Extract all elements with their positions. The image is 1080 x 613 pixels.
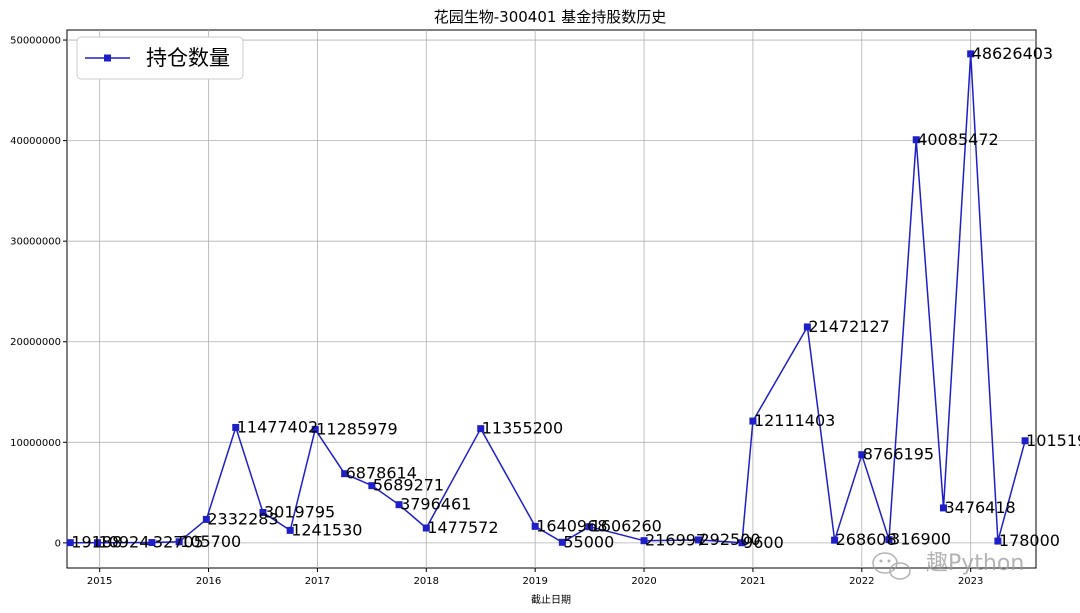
data-point: [286, 526, 294, 534]
data-point: [311, 425, 319, 433]
watermark-text: 趣Python: [926, 551, 1024, 576]
data-point: [93, 539, 101, 547]
data-label: 9600: [743, 533, 784, 552]
data-label: 105700: [180, 532, 241, 551]
x-tick-label: 2018: [414, 576, 439, 587]
data-label: 21472127: [808, 317, 889, 336]
y-tick-label: 10000000: [10, 438, 61, 449]
series-markers: [66, 50, 1029, 547]
watermark: 趣Python: [872, 551, 1024, 580]
data-point: [694, 536, 702, 544]
data-point: [858, 451, 866, 459]
y-tick-label: 20000000: [10, 337, 61, 348]
data-point: [66, 539, 74, 547]
data-point: [939, 504, 947, 512]
data-label: 1640968: [536, 516, 607, 535]
data-label: 216997: [645, 531, 706, 550]
x-tick-label: 2015: [87, 576, 112, 587]
x-tick-label: 2016: [196, 576, 221, 587]
data-label: 8766195: [863, 445, 934, 464]
data-point: [640, 537, 648, 545]
data-label: 292500: [699, 530, 760, 549]
data-point: [341, 470, 349, 478]
chart-title: 花园生物-300401 基金持股数历史: [434, 8, 666, 26]
data-point: [831, 536, 839, 544]
x-tick-label: 2020: [631, 576, 656, 587]
data-point: [803, 323, 811, 331]
data-label: 10924: [98, 533, 149, 552]
data-point: [558, 538, 566, 546]
x-axis-label: 截止日期: [531, 593, 571, 606]
data-point: [738, 539, 746, 547]
data-point: [994, 537, 1002, 545]
data-point: [368, 482, 376, 490]
series-line: [70, 53, 1026, 544]
grid-lines: [67, 30, 1036, 568]
y-tick-label: 40000000: [10, 136, 61, 147]
data-point: [395, 501, 403, 509]
data-label: 11477402: [237, 417, 318, 436]
data-label: 55000: [563, 532, 614, 551]
x-tick-label: 2022: [849, 576, 874, 587]
data-label: 40085472: [917, 130, 998, 149]
legend-marker-sample: [104, 54, 111, 62]
data-label: 316900: [890, 530, 951, 549]
data-label: 3476418: [944, 498, 1015, 517]
plot-area: [66, 29, 1037, 569]
data-point: [586, 523, 594, 531]
x-tick-label: 2017: [305, 576, 330, 587]
x-tick-label: 2019: [522, 576, 547, 587]
data-point: [259, 508, 267, 516]
data-label: 1606260: [591, 517, 662, 536]
data-point: [912, 136, 920, 144]
data-label: 48626403: [972, 44, 1053, 63]
x-axis: 2015 2016 2017 2018 2019 2020 2021 2022 2023: [87, 568, 983, 587]
y-tick-label: 50000000: [10, 36, 61, 47]
data-label: 11355200: [482, 419, 563, 438]
data-point: [202, 515, 210, 523]
legend: 持仓数量: [76, 36, 244, 80]
data-point: [967, 50, 975, 58]
x-tick-label: 2021: [740, 576, 765, 587]
data-label: 1477572: [427, 518, 498, 537]
legend-frame: [76, 36, 244, 80]
data-point: [477, 425, 485, 433]
legend-label: 持仓数量: [146, 46, 230, 70]
data-point: [749, 417, 757, 425]
data-point: [1021, 437, 1029, 445]
data-label: 268608: [836, 530, 897, 549]
data-point: [422, 524, 430, 532]
data-label: 10151980: [1026, 431, 1080, 450]
data-point: [175, 538, 183, 546]
data-point: [148, 539, 156, 547]
data-label: 5689271: [373, 476, 444, 495]
data-label: 3019795: [264, 502, 335, 521]
y-axis: 0 10000000 20000000 30000000 40000000 5000000…: [10, 36, 67, 549]
data-label: 12111403: [754, 411, 835, 430]
data-point: [531, 522, 539, 530]
data-label: 2332283: [207, 509, 278, 528]
data-label: 178000: [999, 531, 1060, 550]
data-label: 11285979: [316, 419, 397, 438]
data-label: 32705: [153, 533, 204, 552]
wechat-icon: [872, 552, 911, 580]
data-label: 6878614: [346, 464, 417, 483]
y-tick-label: 0: [55, 538, 61, 549]
data-point: [885, 536, 893, 544]
x-tick-label: 2023: [958, 576, 983, 587]
data-label: 1241530: [291, 520, 362, 539]
data-label: 3796461: [400, 495, 471, 514]
series-lines: [70, 53, 1026, 544]
data-point: [232, 423, 240, 431]
y-tick-label: 30000000: [10, 237, 61, 248]
data-label: 19188: [71, 533, 122, 552]
